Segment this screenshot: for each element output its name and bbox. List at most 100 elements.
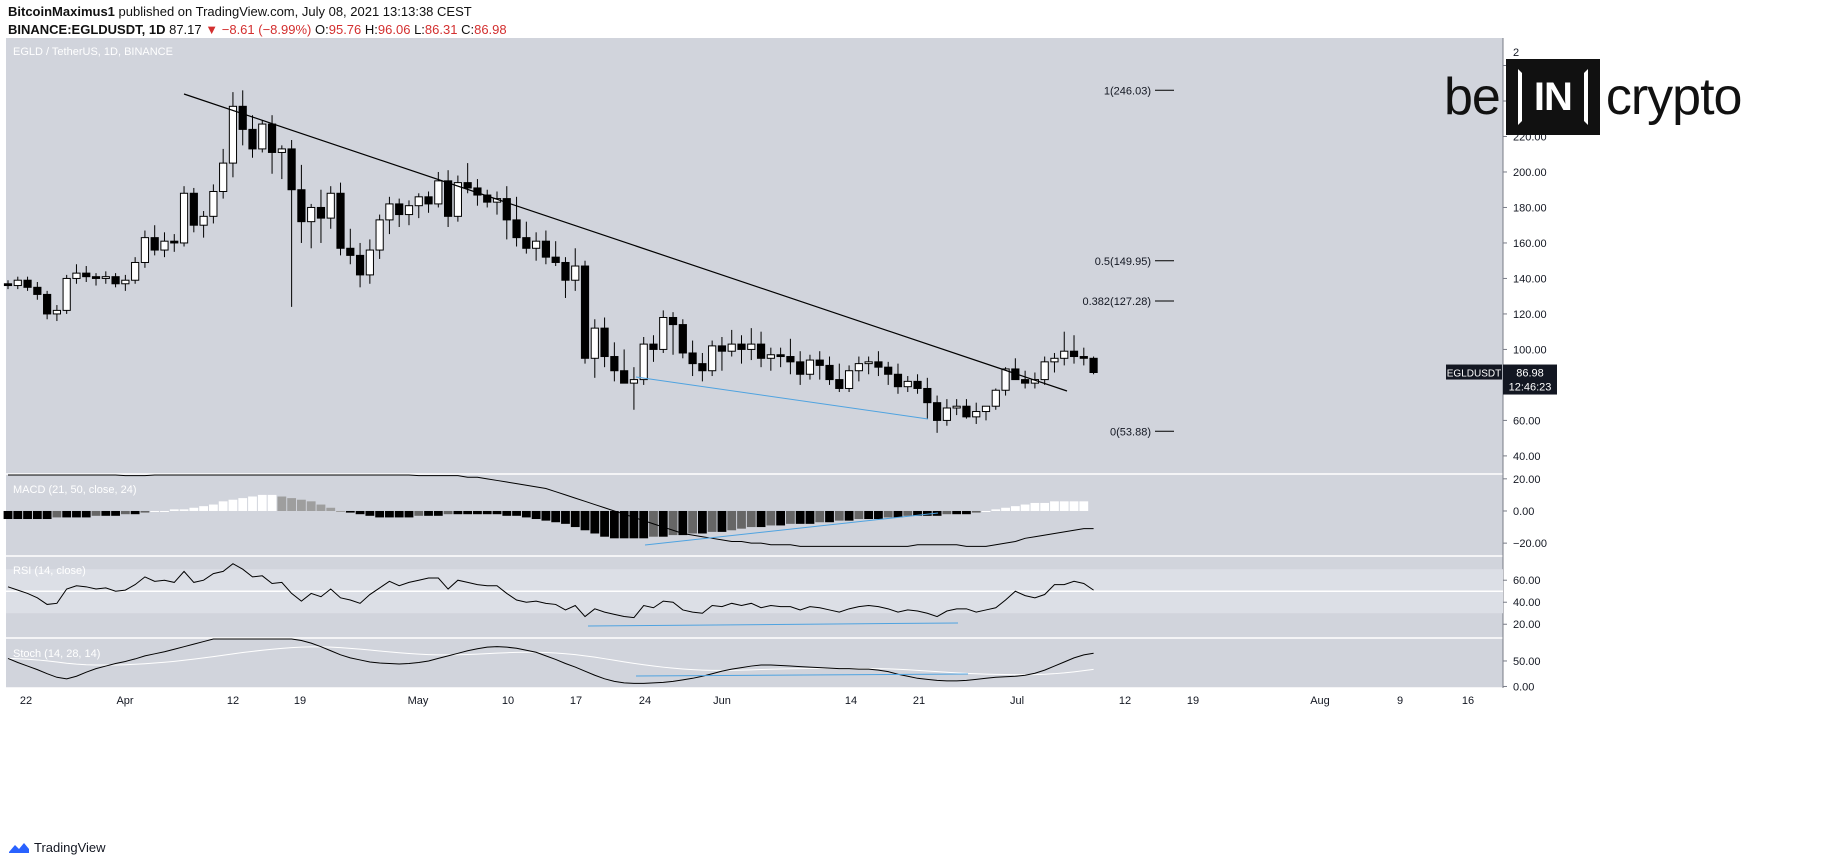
candle-body	[1021, 379, 1030, 384]
macd-histogram-bar	[580, 510, 590, 531]
candle-body	[727, 343, 736, 352]
candle-body	[277, 148, 286, 153]
time-tick-label: Jul	[1010, 695, 1024, 707]
macd-histogram-bar	[355, 510, 365, 515]
macd-histogram-bar	[228, 499, 238, 511]
candle-body	[532, 240, 541, 249]
macd-histogram-bar	[512, 510, 521, 516]
footer-brand[interactable]: TradingView	[34, 840, 106, 855]
open-label: O:	[315, 22, 329, 37]
stoch-tick-label: 0.00	[1513, 681, 1534, 693]
macd-histogram-bar	[1020, 504, 1030, 511]
candle-body	[326, 192, 335, 219]
rsi-divergence-line	[587, 622, 959, 627]
macd-histogram-bar	[345, 510, 355, 513]
macd-tick-label: 20.00	[1513, 474, 1541, 486]
low-label: L:	[414, 22, 425, 37]
pane-title: EGLD / TetherUS, 1D, BINANCE	[13, 46, 173, 58]
candle-body	[512, 219, 521, 239]
stoch-title: Stoch (14, 28, 14)	[13, 648, 100, 660]
candle-body	[483, 194, 492, 203]
macd-histogram-bar	[482, 510, 492, 515]
price-tick-label: 120.00	[1513, 309, 1547, 321]
candle-body	[561, 261, 570, 281]
price-change: ▼ −8.61 (−8.99%)	[205, 22, 312, 37]
macd-histogram-bar	[277, 496, 287, 511]
candle-body	[209, 190, 218, 217]
macd-line	[8, 474, 1094, 547]
macd-histogram-bar	[433, 510, 443, 516]
macd-histogram-bar	[952, 510, 962, 515]
macd-histogram-bar	[561, 510, 570, 524]
time-tick-label: 9	[1397, 695, 1403, 707]
time-tick-label: May	[408, 695, 429, 707]
macd-histogram-bar	[208, 504, 218, 511]
candle-body	[893, 373, 903, 388]
macd-histogram-bar	[443, 510, 453, 515]
macd-histogram-bar	[864, 510, 874, 520]
candle-body	[981, 405, 991, 413]
candle-body	[854, 363, 863, 372]
macd-histogram-bar	[619, 510, 629, 539]
candle-body	[796, 361, 805, 375]
fib-level-label: 0.5(149.95)	[1095, 256, 1151, 268]
macd-histogram-bar	[179, 509, 189, 511]
macd-histogram-bar	[150, 510, 160, 512]
macd-histogram-bar	[1069, 501, 1079, 511]
macd-histogram-bar	[1040, 502, 1050, 511]
candle-body	[962, 405, 971, 418]
macd-histogram-bar	[991, 509, 1001, 511]
macd-histogram-bar	[1001, 507, 1010, 511]
time-tick-label: 16	[1462, 695, 1474, 707]
candle-body	[776, 354, 785, 358]
candle-body	[933, 402, 942, 421]
header-line-1: BitcoinMaximus1 published on TradingView…	[8, 4, 472, 19]
candle-body	[1089, 357, 1098, 373]
macd-histogram-bar	[913, 510, 922, 516]
candle-body	[111, 276, 120, 285]
macd-histogram-bar	[658, 510, 668, 537]
rsi-line	[7, 563, 1094, 619]
candle-body	[365, 249, 374, 276]
macd-histogram-bar	[238, 498, 248, 511]
publisher-name[interactable]: BitcoinMaximus1	[8, 4, 115, 19]
candle-body	[874, 361, 883, 368]
macd-histogram-bar	[394, 510, 404, 518]
candle-body	[1001, 368, 1010, 391]
macd-histogram-bar	[922, 510, 932, 516]
candle-body	[13, 279, 22, 287]
macd-histogram-bar	[697, 510, 707, 534]
candle-body	[140, 237, 150, 263]
macd-histogram-bar	[111, 510, 120, 516]
macd-histogram-bar	[1059, 501, 1069, 511]
candle-body	[756, 343, 766, 359]
macd-histogram-bar	[883, 510, 893, 518]
candle-body	[688, 352, 697, 365]
high-label: H:	[364, 22, 378, 37]
candle-body	[82, 272, 91, 278]
descending-trendline	[183, 93, 1068, 392]
low-value: 86.31	[424, 22, 458, 37]
candle-body	[1079, 356, 1088, 359]
time-tick-label: 22	[20, 695, 32, 707]
macd-histogram-bar	[365, 510, 375, 516]
time-tick-label: Aug	[1310, 695, 1330, 707]
candle-body	[580, 265, 590, 359]
macd-tick-label: −20.00	[1513, 538, 1547, 550]
time-tick-label: 10	[502, 695, 514, 707]
macd-histogram-bar	[169, 509, 179, 511]
candle-body	[717, 345, 727, 352]
candle-body	[903, 380, 912, 388]
macd-histogram-bar	[854, 510, 864, 520]
macd-histogram-bar	[130, 510, 140, 515]
macd-histogram-bar	[463, 510, 473, 515]
tradingview-logo-icon	[9, 842, 29, 853]
time-tick-label: 14	[845, 695, 857, 707]
time-tick-label: 12	[1119, 695, 1131, 707]
time-tick-label: 17	[570, 695, 582, 707]
close-label: C:	[461, 22, 475, 37]
macd-histogram-bar	[336, 510, 345, 512]
price-tag-value: 86.98	[1516, 368, 1544, 380]
candle-body	[150, 237, 159, 251]
